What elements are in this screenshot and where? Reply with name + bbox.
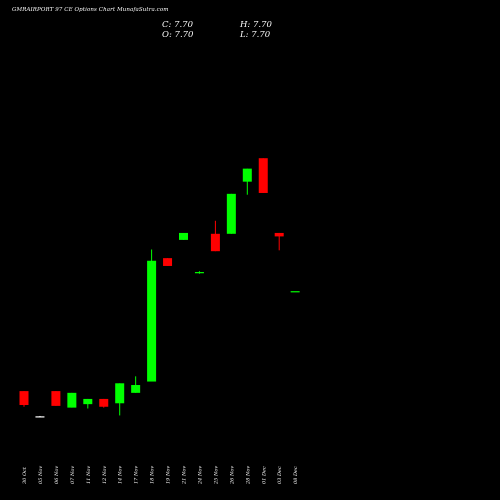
- candle-body: [83, 398, 93, 405]
- candle-body: [226, 193, 236, 234]
- x-tick-label: 05 Nov: [38, 466, 44, 484]
- candle-body: [131, 385, 141, 393]
- x-tick-label: 24 Nov: [197, 466, 203, 485]
- candle-body: [67, 392, 77, 408]
- candle-body: [35, 416, 45, 418]
- candle-body: [99, 398, 109, 407]
- candle-body: [242, 168, 252, 182]
- x-tick-label: 08 Dec: [293, 466, 299, 484]
- candle-body: [258, 158, 268, 193]
- open-readout: O: 7.70: [162, 30, 194, 40]
- candle-body: [147, 260, 157, 382]
- x-tick-label: 28 Nov: [245, 466, 251, 485]
- x-tick-label: 12 Nov: [102, 466, 108, 484]
- candle-body: [274, 232, 284, 237]
- x-tick-label: 25 Nov: [213, 466, 219, 485]
- x-tick-label: 07 Nov: [70, 466, 76, 484]
- candle-body: [163, 258, 173, 266]
- candle-body: [51, 391, 61, 406]
- candle-body: [210, 233, 220, 252]
- candle-body: [290, 291, 300, 293]
- x-tick-label: 26 Nov: [229, 466, 235, 485]
- x-tick-label: 21 Nov: [182, 466, 188, 485]
- candle-body: [179, 232, 188, 240]
- x-tick-label: 03 Dec: [277, 466, 283, 484]
- low-readout: L: 7.70: [240, 30, 271, 40]
- x-tick-label: 30 Oct: [22, 466, 28, 484]
- close-readout: C: 7.70: [162, 20, 193, 30]
- x-tick-label: 19 Nov: [166, 466, 172, 484]
- x-tick-label: 01 Dec: [261, 466, 267, 484]
- x-tick-label: 11 Nov: [86, 466, 92, 484]
- candle-body: [194, 272, 204, 274]
- high-readout: H: 7.70: [240, 20, 272, 30]
- x-tick-label: 17 Nov: [134, 466, 140, 484]
- x-tick-label: 14 Nov: [118, 466, 124, 484]
- x-tick-label: 18 Nov: [150, 466, 156, 484]
- candle-body: [19, 391, 29, 406]
- x-tick-label: 06 Nov: [54, 466, 60, 484]
- chart-title: GMRAIRPORT 97 CE Options Chart MunafaSut…: [12, 7, 169, 13]
- candle-body: [115, 383, 125, 404]
